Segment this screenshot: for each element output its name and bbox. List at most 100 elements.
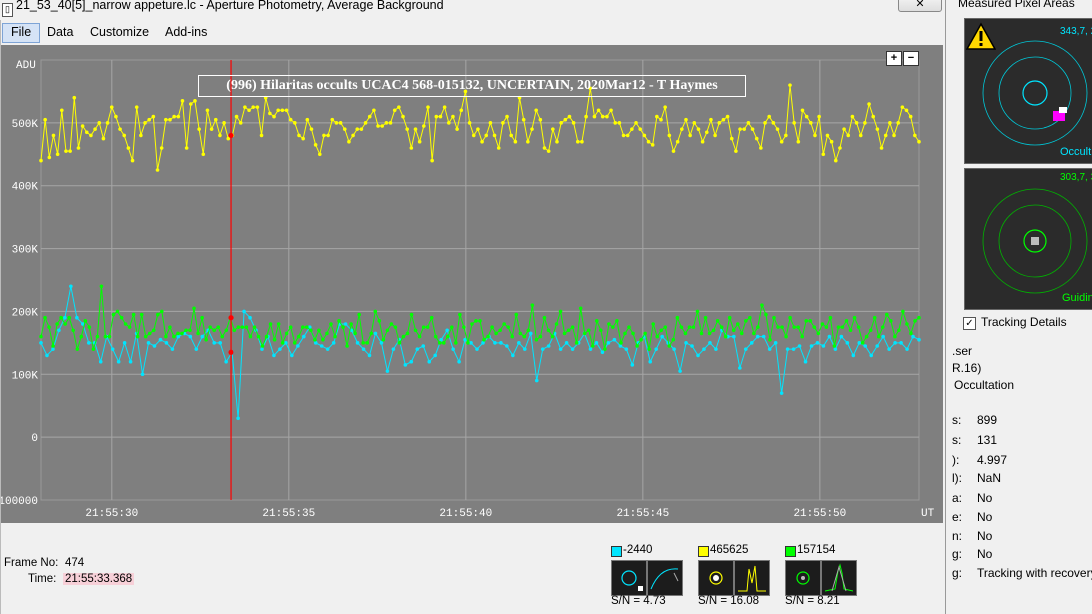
series-1-point — [172, 114, 176, 119]
series-3-point — [103, 334, 108, 339]
series-1-point — [584, 114, 588, 119]
series-3-point — [651, 322, 655, 326]
series-3-point — [667, 344, 672, 348]
series-3-point — [168, 325, 172, 329]
series-1-point — [800, 108, 805, 113]
object2-aperture-thumb[interactable] — [698, 560, 734, 596]
series-1-point — [501, 121, 505, 125]
series-1-point — [892, 133, 896, 138]
series-3-point — [232, 328, 237, 333]
series-3-point — [599, 328, 603, 333]
series-1-point — [663, 105, 667, 109]
marker-point-series-2 — [228, 349, 234, 355]
series-2-point — [260, 347, 264, 351]
series-1-point — [51, 133, 56, 138]
menu-data[interactable]: Data — [47, 25, 74, 39]
series-1-point — [863, 121, 867, 125]
series-1-point — [784, 133, 788, 138]
series-1-point — [326, 133, 330, 138]
series-1-point — [259, 133, 264, 138]
series-3-point — [611, 325, 615, 329]
x-tick-label: 21:55:30 — [85, 508, 138, 520]
series-1-point — [788, 83, 792, 87]
series-2-point — [528, 331, 533, 336]
series-2-point — [672, 347, 676, 351]
tracking-details-label: Tracking Details — [981, 315, 1067, 329]
object3-profile-thumb[interactable] — [821, 560, 857, 596]
series-2-point — [905, 347, 909, 351]
object1-profile-thumb[interactable] — [647, 560, 683, 596]
occulted-star-image[interactable] — [964, 18, 1092, 164]
series-1-line — [40, 85, 920, 171]
series-3-point — [240, 325, 245, 329]
series-2-point — [284, 341, 288, 345]
series-2-point — [654, 347, 658, 351]
series-3-point — [433, 334, 438, 339]
series-2-point — [732, 334, 736, 339]
series-3-point — [739, 331, 744, 336]
series-3-point — [699, 331, 704, 336]
series-1-point — [763, 121, 767, 125]
series-3-point — [79, 334, 84, 339]
series-3-point — [280, 341, 285, 345]
series-2-point — [140, 372, 145, 377]
tracking-details-checkbox[interactable]: ✓ — [963, 317, 976, 330]
series-1-point — [376, 124, 380, 128]
series-2-point — [767, 347, 772, 351]
detail-key: g: — [952, 547, 963, 561]
series-1-point — [546, 149, 551, 153]
series-1-point — [43, 117, 47, 122]
detail-value: No — [977, 547, 993, 561]
close-button[interactable]: ✕ — [898, 0, 942, 12]
series-1-point — [646, 139, 651, 144]
series-3-point — [804, 319, 809, 323]
detail-value: NaN — [977, 471, 1002, 485]
series-2-point — [242, 309, 246, 314]
series-1-point — [817, 114, 821, 119]
series-2-point — [445, 328, 449, 333]
series-1-point — [197, 127, 201, 131]
object3-snr: S/N = 8.21 — [785, 595, 840, 607]
series-2-point — [343, 322, 348, 326]
series-2-point — [875, 344, 879, 348]
series-3-point — [466, 341, 470, 345]
series-1-point — [771, 121, 776, 125]
series-3-point — [127, 325, 132, 329]
object2-profile-thumb[interactable] — [734, 560, 770, 596]
series-3-point — [558, 309, 563, 314]
series-3-point — [574, 341, 579, 345]
x-axis-unit: UT — [921, 508, 935, 520]
zoom-out-button[interactable]: − — [903, 51, 919, 66]
object1-aperture-thumb[interactable] — [611, 560, 647, 596]
series-1-point — [580, 139, 584, 144]
object3-aperture-thumb[interactable] — [785, 560, 821, 596]
series-3-point — [353, 331, 357, 336]
series-3-point — [792, 325, 796, 329]
series-2-point — [373, 331, 378, 336]
series-2-point — [45, 353, 49, 358]
series-1-point — [459, 108, 464, 113]
series-3-point — [462, 325, 466, 329]
series-1-point — [442, 105, 447, 109]
series-3-point — [707, 331, 712, 336]
light-curve-chart[interactable]: -100000 0 100K 200K 300K 400K 500K 21:55:30 21:5… — [1, 45, 943, 523]
menu-file[interactable]: File — [2, 23, 41, 43]
series-3-point — [635, 344, 639, 348]
guiding-star-image[interactable] — [964, 168, 1092, 310]
series-2-point — [785, 347, 790, 351]
series-3-point — [546, 328, 551, 333]
series-3-point — [772, 315, 776, 320]
series-2-point — [116, 359, 121, 364]
zoom-in-button[interactable]: + — [886, 51, 902, 66]
series-1-point — [84, 130, 89, 135]
series-3-point — [671, 337, 676, 342]
series-2-point — [421, 344, 426, 348]
series-2-point — [57, 328, 61, 333]
menu-customize[interactable]: Customize — [90, 25, 150, 39]
status-panel: Frame No: 474 Time: 21:55:33.368 -2440 S… — [1, 523, 943, 614]
menu-add-ins[interactable]: Add-ins — [165, 25, 208, 39]
x-tick-label: 21:55:35 — [262, 508, 315, 520]
series-1-point — [93, 127, 97, 131]
series-1-point — [355, 127, 360, 131]
series-1-point — [575, 139, 580, 144]
